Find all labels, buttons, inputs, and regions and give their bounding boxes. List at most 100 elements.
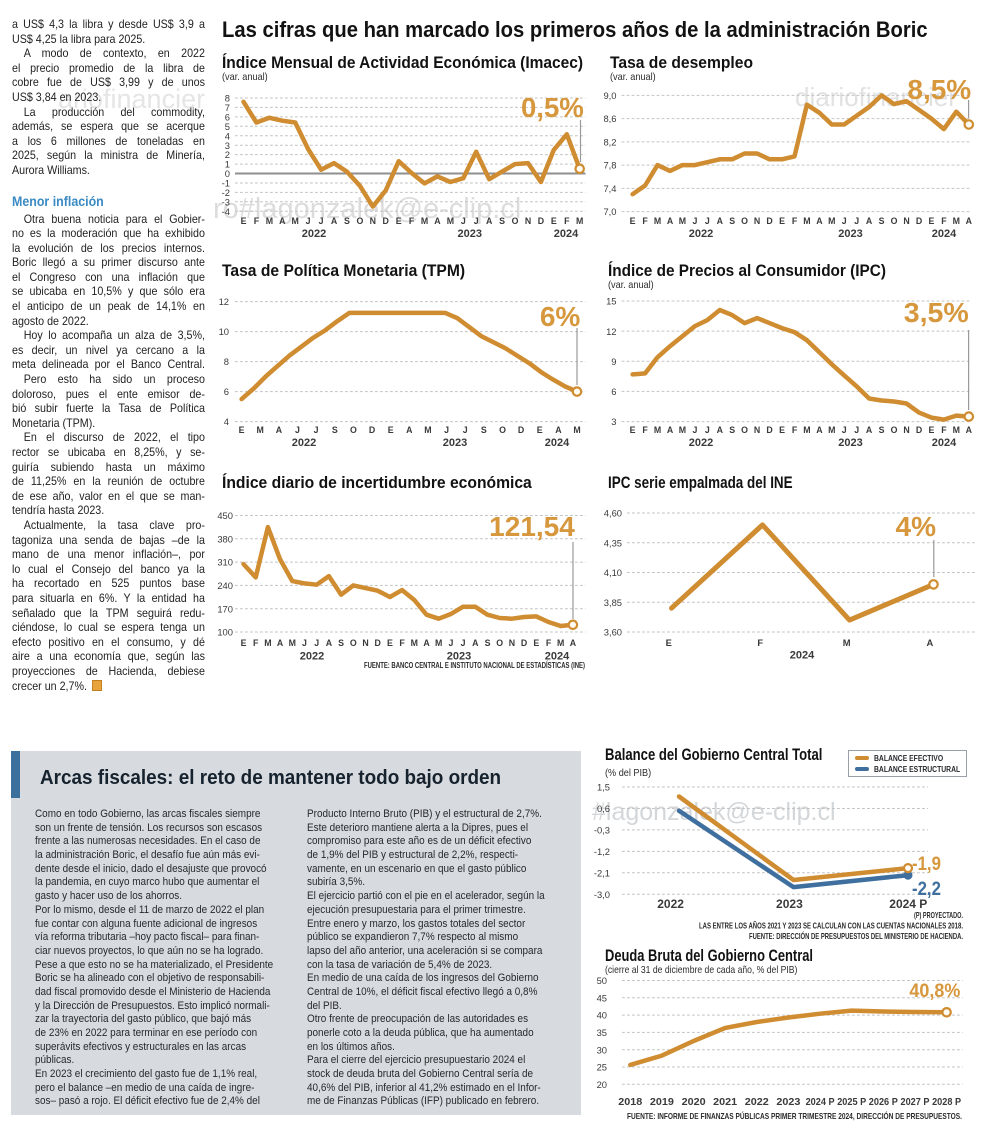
svg-text:D: D [766,216,772,226]
svg-text:2022: 2022 [657,897,684,911]
svg-text:A: A [406,425,413,435]
svg-text:D: D [766,425,772,435]
svg-text:J: J [302,638,307,648]
svg-text:J: J [319,216,324,226]
svg-text:2026 P: 2026 P [869,1097,898,1108]
svg-text:12: 12 [219,296,229,307]
svg-text:LAS ENTRE LOS AÑOS 2021 Y 2023: LAS ENTRE LOS AÑOS 2021 Y 2023 SE CALCUL… [699,921,963,931]
svg-text:4,60: 4,60 [604,508,622,519]
svg-text:M: M [421,216,428,226]
svg-text:3,85: 3,85 [604,597,622,608]
svg-text:D: D [521,638,527,648]
svg-text:2022: 2022 [292,437,316,449]
svg-text:S: S [338,638,344,648]
svg-text:2024: 2024 [932,437,957,449]
svg-text:M: M [573,425,580,435]
svg-text:M: M [803,425,810,435]
svg-text:O: O [499,425,506,435]
svg-text:2028 P: 2028 P [932,1097,961,1108]
svg-text:J: J [461,638,466,648]
svg-text:A: A [866,425,873,435]
svg-text:E: E [666,637,672,648]
svg-text:F: F [399,638,405,648]
svg-text:J: J [854,216,859,226]
svg-text:F: F [546,638,552,648]
svg-text:-3: -3 [222,196,230,207]
svg-text:A: A [667,425,674,435]
svg-text:E: E [928,425,934,435]
svg-text:N: N [362,638,368,648]
svg-text:310: 310 [217,557,233,568]
svg-text:A: A [277,638,284,648]
svg-text:A: A [966,216,973,226]
svg-text:2023: 2023 [443,437,467,449]
svg-text:M: M [292,216,299,226]
svg-text:M: M [843,637,851,648]
svg-text:3: 3 [611,416,616,427]
svg-text:D: D [916,216,922,226]
svg-text:-0,3: -0,3 [594,825,610,836]
svg-text:A: A [816,425,823,435]
svg-text:E: E [239,425,245,435]
svg-text:A: A [486,216,493,226]
svg-text:N: N [903,425,909,435]
svg-text:7: 7 [225,102,230,113]
svg-text:M: M [803,216,810,226]
svg-text:A: A [423,638,430,648]
svg-text:D: D [518,425,524,435]
svg-text:3: 3 [225,140,230,151]
svg-text:J: J [692,216,697,226]
svg-text:2022: 2022 [302,228,326,240]
svg-text:4,35: 4,35 [604,537,622,548]
svg-text:A: A [472,638,479,648]
svg-text:F: F [642,216,648,226]
svg-text:F: F [941,425,947,435]
svg-text:3,60: 3,60 [604,627,622,638]
svg-text:M: M [411,638,418,648]
svg-text:F: F [642,425,648,435]
svg-text:6: 6 [611,386,616,397]
svg-text:380: 380 [217,533,233,544]
svg-text:7,0: 7,0 [603,206,616,217]
svg-text:35: 35 [597,1027,607,1038]
svg-text:J: J [692,425,697,435]
svg-text:E: E [551,216,557,226]
svg-text:25: 25 [597,1062,607,1073]
svg-text:O: O [512,216,519,226]
svg-text:J: J [295,425,300,435]
svg-text:N: N [509,638,515,648]
svg-text:E: E [387,638,393,648]
svg-text:A: A [866,216,873,226]
svg-text:D: D [538,216,544,226]
svg-text:J: J [314,425,319,435]
svg-text:O: O [891,425,898,435]
svg-text:-1,2: -1,2 [594,846,610,857]
svg-text:A: A [570,638,577,648]
svg-text:M: M [953,216,960,226]
svg-text:8: 8 [224,356,229,367]
svg-text:E: E [928,216,934,226]
svg-text:A: A [555,425,562,435]
svg-text:N: N [754,425,760,435]
svg-text:2024: 2024 [554,228,579,240]
svg-text:-2,1: -2,1 [594,867,610,878]
svg-text:E: E [537,425,543,435]
svg-text:6: 6 [225,112,230,123]
svg-text:2: 2 [225,149,230,160]
svg-text:A: A [966,425,973,435]
svg-text:450: 450 [217,510,233,521]
svg-text:2023: 2023 [838,437,862,449]
svg-text:F: F [253,638,259,648]
svg-text:A: A [434,216,441,226]
svg-text:(P) PROYECTADO.: (P) PROYECTADO. [914,910,963,920]
svg-text:30: 30 [597,1044,607,1055]
svg-text:2021: 2021 [713,1097,737,1108]
svg-text:J: J [461,216,466,226]
svg-text:9,0: 9,0 [603,90,616,101]
svg-text:S: S [499,216,505,226]
svg-text:0,6: 0,6 [597,803,610,814]
svg-text:J: J [448,638,453,648]
svg-text:E: E [533,638,539,648]
svg-text:S: S [344,216,350,226]
svg-text:O: O [741,425,748,435]
